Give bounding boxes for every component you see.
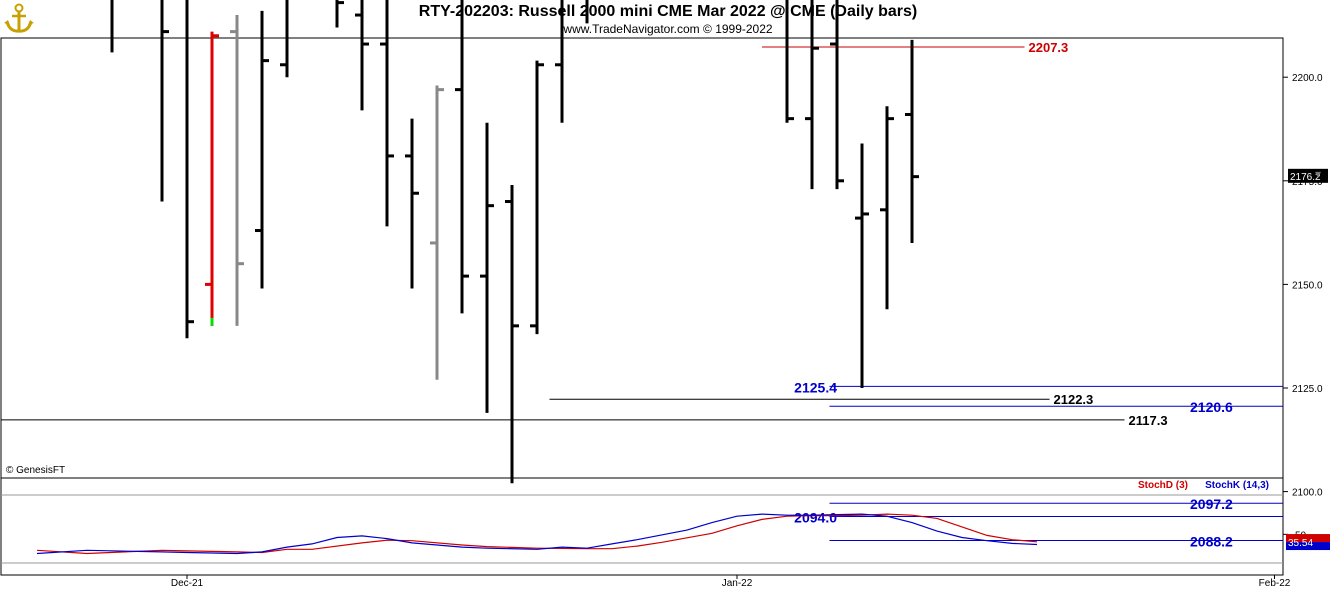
ohlc-bar bbox=[380, 0, 394, 227]
price-level-label: 2207.3 bbox=[1029, 40, 1069, 55]
ohlc-bar bbox=[785, 0, 794, 123]
ohlc-bar bbox=[585, 0, 589, 24]
x-tick-label: Dec-21 bbox=[171, 578, 204, 589]
copyright-label: © GenesisFT bbox=[6, 465, 65, 476]
price-level-label: 2094.0 bbox=[794, 509, 837, 525]
x-tick-label: Feb-22 bbox=[1259, 578, 1291, 589]
ohlc-bar bbox=[505, 184, 519, 484]
ohlc-bar bbox=[255, 10, 269, 289]
osc-value-box-bottom bbox=[1286, 542, 1330, 551]
stoch-series-line bbox=[36, 513, 1038, 555]
price-level-label: 2097.2 bbox=[1190, 496, 1233, 512]
plot-border bbox=[0, 37, 1284, 576]
osc-current-value: 35.54 bbox=[1288, 538, 1313, 549]
ohlc-bar bbox=[335, 0, 344, 28]
chart-header: RTY-202203: Russell 2000 mini CME Mar 20… bbox=[0, 0, 1336, 38]
ohlc-bar bbox=[230, 15, 244, 326]
ohlc-bar bbox=[555, 0, 564, 123]
chart-frame bbox=[0, 37, 1284, 576]
price-levels: 2290.22270.72246.62222.42207.32125.42122… bbox=[1, 40, 1283, 549]
ohlc-bar bbox=[110, 0, 114, 53]
price-bars bbox=[110, 0, 919, 484]
ohlc-bar bbox=[480, 122, 494, 413]
y-tick-label: 2200.0 bbox=[1292, 73, 1323, 84]
ohlc-bar bbox=[160, 0, 169, 202]
ohlc-bar bbox=[830, 0, 844, 190]
time-axis: Dec-21 Jan-22 Feb-22 bbox=[171, 575, 1291, 589]
osc-value-box-top bbox=[1286, 534, 1330, 543]
ohlc-bar bbox=[405, 118, 419, 289]
anchor-logo-icon bbox=[4, 3, 34, 33]
stoch-series-line bbox=[36, 513, 1038, 555]
current-price-label: 2176.2 bbox=[1290, 172, 1321, 183]
legend-stochk: StochK (14,3) bbox=[1205, 480, 1269, 491]
price-level-label: 2088.2 bbox=[1190, 533, 1233, 549]
chart-subtitle: www.TradeNavigator.com © 1999-2022 bbox=[563, 22, 773, 36]
ohlc-bar bbox=[205, 31, 219, 326]
price-level-label: 2117.3 bbox=[1129, 413, 1168, 428]
ohlc-bar bbox=[905, 39, 919, 243]
price-axis: 2100.02125.02150.02175.02200.02225.02250… bbox=[1283, 73, 1328, 499]
ohlc-bar bbox=[455, 0, 469, 314]
x-tick-label: Jan-22 bbox=[722, 578, 753, 589]
ohlc-bar bbox=[430, 85, 444, 380]
ohlc-bar bbox=[855, 143, 869, 388]
ohlc-bar bbox=[185, 0, 194, 339]
stochastic-panel: 50StochD (3)StochK (14,3)35.54 bbox=[1, 480, 1330, 564]
price-level-label: 2120.6 bbox=[1190, 399, 1233, 415]
price-marker-arrow-icon bbox=[1315, 171, 1321, 178]
price-level-label: 2122.3 bbox=[1054, 392, 1094, 407]
y-tick-label: 2125.0 bbox=[1292, 384, 1323, 395]
legend-stochd: StochD (3) bbox=[1138, 480, 1188, 491]
ohlc-bar bbox=[280, 0, 289, 78]
ohlc-bar bbox=[805, 0, 819, 190]
y-tick-label: 2100.0 bbox=[1292, 488, 1323, 499]
price-level-label: 2125.4 bbox=[794, 379, 837, 395]
chart-title: RTY-202203: Russell 2000 mini CME Mar 20… bbox=[418, 3, 918, 20]
ohlc-bar bbox=[880, 106, 894, 310]
y-tick-label: 2150.0 bbox=[1292, 280, 1323, 291]
ohlc-bar bbox=[530, 60, 544, 335]
ohlc-bar bbox=[355, 0, 369, 111]
